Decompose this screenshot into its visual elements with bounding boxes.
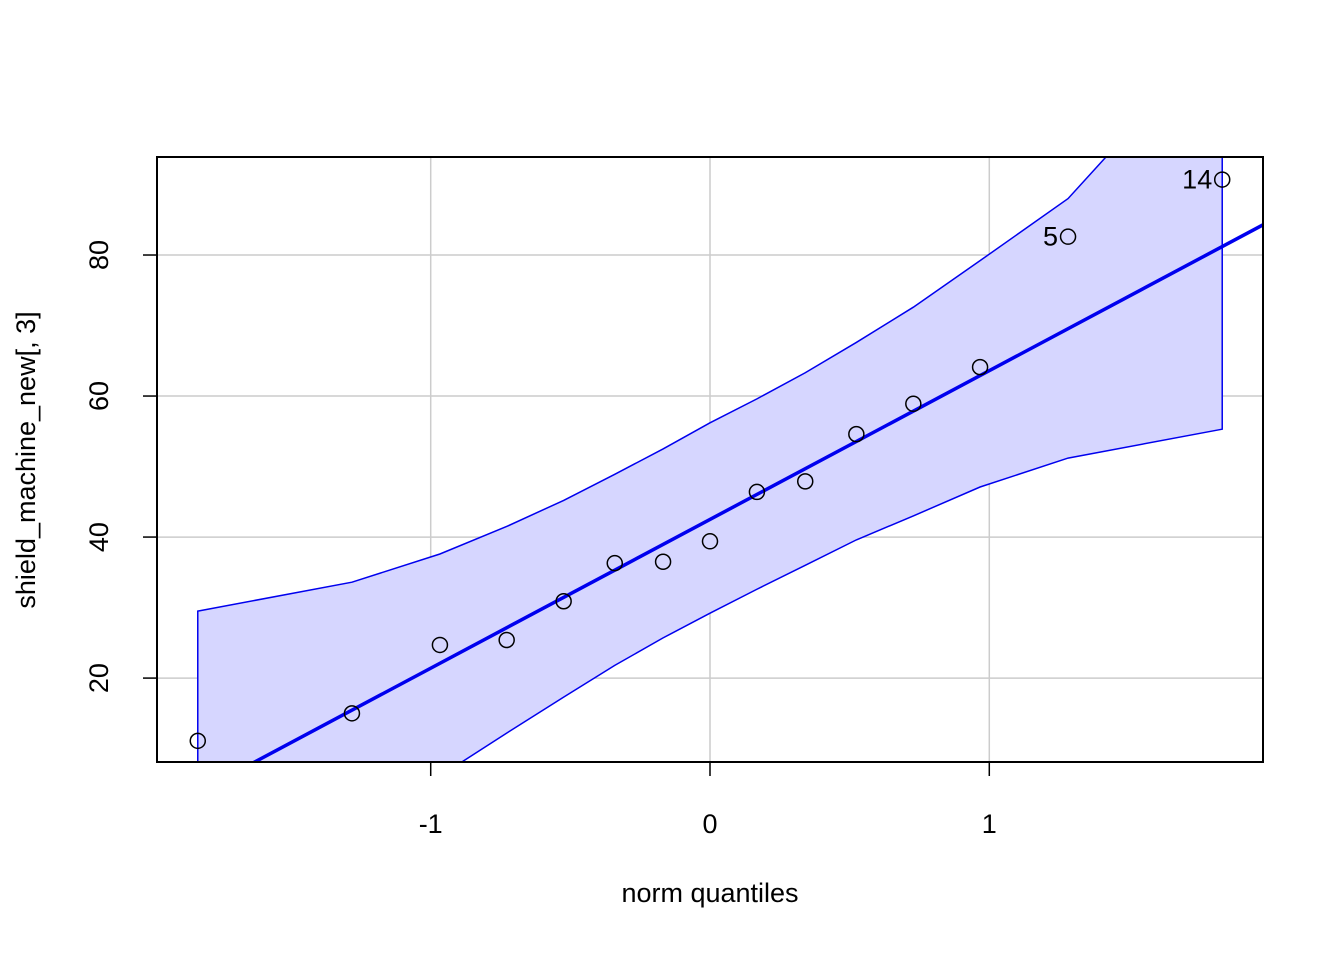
y-tick-label: 60 <box>84 381 114 411</box>
point <box>654 553 672 570</box>
point <box>701 533 719 550</box>
point <box>905 395 922 413</box>
y-tick-label: 40 <box>84 522 114 552</box>
point <box>343 705 361 722</box>
point <box>748 483 766 501</box>
point <box>498 631 515 649</box>
y-tick-label: 80 <box>84 240 114 270</box>
x-tick-label: 1 <box>982 809 997 839</box>
point <box>189 732 207 750</box>
point <box>606 554 624 572</box>
reference-line <box>250 223 1263 762</box>
plot-area <box>157 157 1263 762</box>
y-axis-label: shield_machine_new[, 3] <box>11 311 41 608</box>
y-tick-label: 20 <box>84 663 114 693</box>
x-axis-label: norm quantiles <box>621 878 798 908</box>
point <box>848 425 865 443</box>
point <box>555 592 572 610</box>
point-label: 14 <box>1182 165 1212 195</box>
point <box>1059 228 1077 245</box>
x-tick-label: -1 <box>419 809 443 839</box>
point <box>1213 171 1231 188</box>
point <box>796 473 814 490</box>
point <box>431 636 449 654</box>
x-tick-label: 0 <box>702 809 717 839</box>
point-label: 5 <box>1043 222 1058 252</box>
confidence-envelope <box>197 157 1223 762</box>
point <box>971 358 989 376</box>
